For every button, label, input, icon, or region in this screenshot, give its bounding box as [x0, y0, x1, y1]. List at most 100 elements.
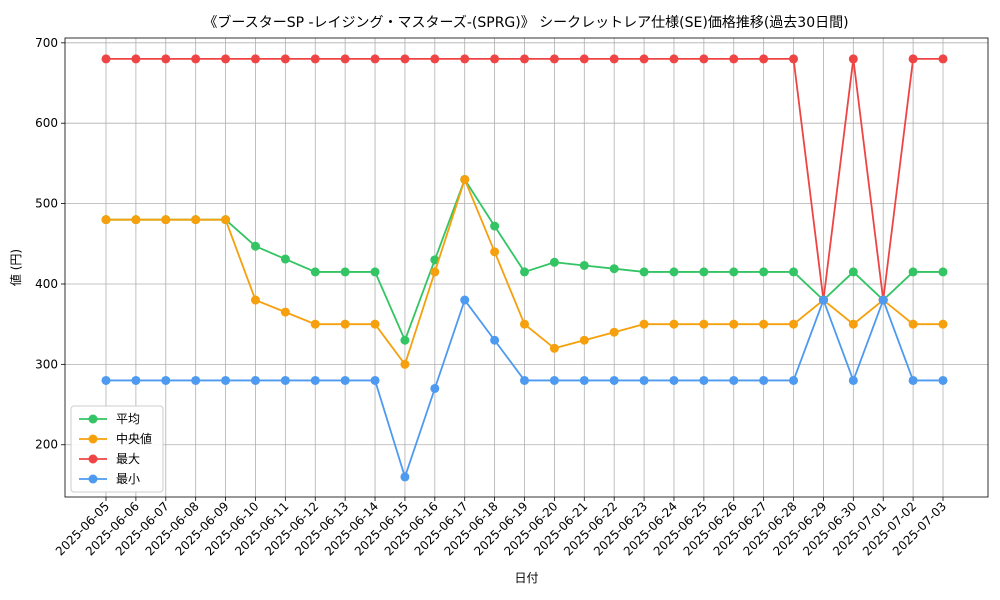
- data-point: [161, 215, 171, 225]
- data-point: [520, 319, 529, 329]
- data-point: [699, 319, 709, 329]
- legend-label: 最大: [116, 452, 140, 466]
- data-point: [669, 375, 679, 385]
- data-point: [848, 54, 858, 64]
- data-point: [878, 295, 888, 305]
- data-point: [609, 54, 619, 64]
- data-point: [280, 254, 290, 264]
- data-point: [131, 375, 141, 385]
- legend-box: [70, 405, 164, 493]
- data-point: [609, 327, 619, 337]
- data-point: [759, 54, 769, 64]
- data-point: [101, 215, 111, 225]
- data-point: [400, 335, 410, 345]
- data-point: [938, 54, 948, 64]
- data-point: [191, 54, 201, 64]
- data-point: [250, 295, 260, 305]
- legend-item: 平均: [79, 412, 140, 426]
- data-point: [759, 375, 769, 385]
- data-point: [400, 472, 410, 482]
- data-point: [699, 54, 709, 64]
- data-point: [430, 267, 440, 277]
- data-point: [789, 375, 799, 385]
- data-point: [310, 375, 320, 385]
- data-point: [579, 54, 589, 64]
- series-group: [101, 54, 948, 482]
- data-point: [908, 319, 918, 329]
- data-point: [759, 267, 769, 277]
- data-point: [131, 54, 141, 64]
- series-4: [101, 295, 948, 482]
- data-point: [639, 319, 649, 329]
- data-point: [520, 375, 529, 385]
- legend-label: 中央値: [116, 431, 152, 446]
- legend-item: 中央値: [79, 431, 152, 446]
- data-point: [520, 54, 529, 64]
- data-point: [400, 359, 410, 369]
- y-tick-label: 200: [35, 438, 58, 452]
- data-point: [101, 54, 111, 64]
- data-point: [460, 174, 470, 184]
- data-point: [848, 267, 858, 277]
- data-point: [250, 241, 260, 251]
- data-point: [938, 375, 948, 385]
- data-point: [340, 267, 350, 277]
- data-point: [938, 319, 948, 329]
- data-point: [729, 54, 739, 64]
- data-point: [639, 54, 649, 64]
- data-point: [250, 375, 260, 385]
- data-point: [430, 383, 440, 393]
- y-tick-label: 500: [35, 197, 58, 211]
- series-3: [101, 54, 948, 305]
- legend-label: 平均: [116, 412, 140, 426]
- y-tick-label: 700: [35, 36, 58, 50]
- y-tick-label: 400: [35, 277, 58, 291]
- data-point: [549, 54, 559, 64]
- data-point: [699, 375, 709, 385]
- data-point: [370, 375, 380, 385]
- data-point: [310, 319, 320, 329]
- data-point: [340, 375, 350, 385]
- data-point: [490, 247, 500, 257]
- data-point: [161, 54, 171, 64]
- data-point: [729, 319, 739, 329]
- data-point: [460, 54, 470, 64]
- data-point: [221, 375, 231, 385]
- y-axis-title: 値 (円): [8, 249, 23, 286]
- data-point: [549, 257, 559, 267]
- data-point: [310, 54, 320, 64]
- legend-item: 最小: [79, 472, 140, 486]
- data-point: [370, 54, 380, 64]
- data-point: [221, 215, 231, 225]
- x-axis-title: 日付: [514, 571, 538, 585]
- data-point: [221, 54, 231, 64]
- data-point: [191, 375, 201, 385]
- data-point: [370, 267, 380, 277]
- data-point: [400, 54, 410, 64]
- data-point: [669, 267, 679, 277]
- data-point: [908, 267, 918, 277]
- data-point: [549, 343, 559, 353]
- data-point: [460, 295, 470, 305]
- data-point: [579, 375, 589, 385]
- data-point: [699, 267, 709, 277]
- data-point: [370, 319, 380, 329]
- data-point: [848, 375, 858, 385]
- data-point: [549, 375, 559, 385]
- data-point: [848, 319, 858, 329]
- legend-marker: [88, 474, 98, 484]
- data-point: [639, 267, 649, 277]
- data-point: [340, 319, 350, 329]
- y-tick-label: 300: [35, 357, 58, 371]
- data-point: [669, 319, 679, 329]
- data-point: [579, 260, 589, 270]
- data-point: [609, 375, 619, 385]
- y-axis: 200 300 400 500 600 700: [35, 36, 65, 452]
- legend-marker: [88, 434, 98, 444]
- data-point: [490, 221, 500, 231]
- data-point: [609, 264, 619, 274]
- data-point: [639, 375, 649, 385]
- data-point: [280, 54, 290, 64]
